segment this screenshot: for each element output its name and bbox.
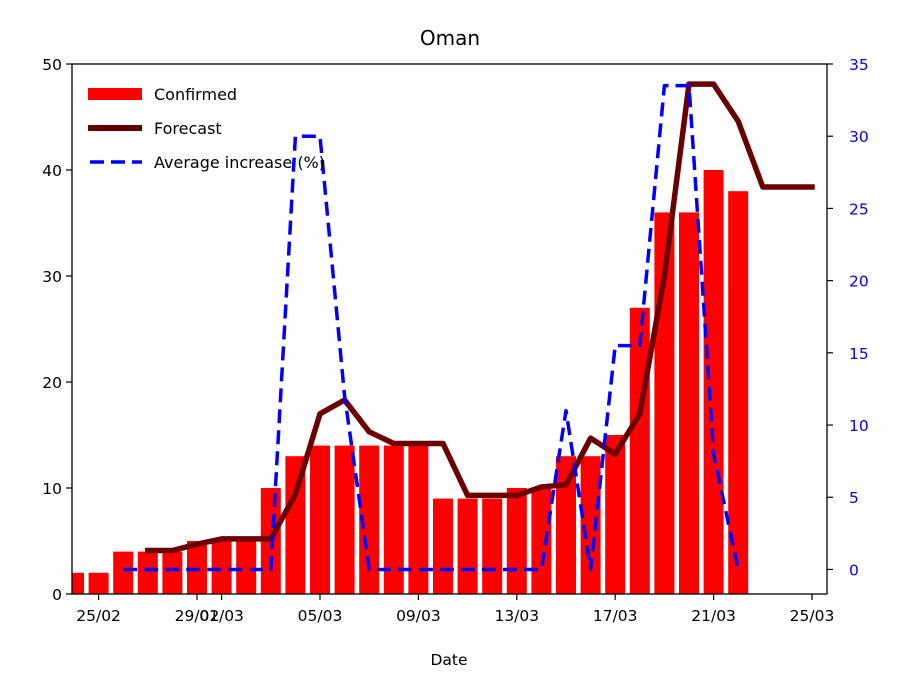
bar xyxy=(703,170,724,594)
bar xyxy=(531,488,552,594)
x-axis-label: Date xyxy=(430,651,467,669)
legend-swatch-confirmed xyxy=(88,88,142,100)
legend-label: Confirmed xyxy=(154,85,237,104)
chart-title: Oman xyxy=(420,26,480,50)
bar xyxy=(285,456,306,594)
bar xyxy=(433,498,453,594)
x-tick-label: 09/03 xyxy=(396,607,441,625)
y2-tick-label: 25 xyxy=(849,200,869,218)
y2-tick-label: 35 xyxy=(849,56,869,74)
line-group xyxy=(123,81,815,572)
bar xyxy=(457,498,478,594)
forecast-line xyxy=(145,81,815,554)
y-tick-label: 10 xyxy=(42,480,62,498)
x-tick-label: 29/02 xyxy=(175,607,220,625)
bar xyxy=(605,435,626,594)
y2-tick-label: 15 xyxy=(849,345,869,363)
bar xyxy=(359,445,380,594)
y2-tick-label: 10 xyxy=(849,417,869,435)
bar xyxy=(137,551,158,594)
bar xyxy=(383,445,404,594)
x-tick-label: 05/03 xyxy=(298,607,343,625)
x-tick-label: 25/02 xyxy=(76,607,121,625)
average-increase-line xyxy=(123,83,740,572)
bar xyxy=(310,445,330,594)
bar xyxy=(88,572,109,594)
bar xyxy=(728,191,749,594)
bar xyxy=(679,212,699,594)
x-tick-label: 01/03 xyxy=(199,607,244,625)
bar xyxy=(162,551,183,594)
bar xyxy=(556,456,576,594)
y-tick-label: 0 xyxy=(52,586,62,604)
bar-group xyxy=(72,170,749,594)
plot-frame xyxy=(71,63,828,595)
bar xyxy=(629,307,650,594)
legend-label: Forecast xyxy=(154,119,222,138)
y-tick-label: 20 xyxy=(42,374,62,392)
y-tick-label: 50 xyxy=(42,56,62,74)
x-tick-label: 17/03 xyxy=(593,607,638,625)
y2-tick-label: 5 xyxy=(849,489,859,507)
bar xyxy=(334,445,355,594)
bar xyxy=(211,541,232,594)
y-tick-label: 40 xyxy=(42,162,62,180)
bar xyxy=(187,541,207,594)
bar xyxy=(408,445,429,594)
bar xyxy=(482,498,503,594)
legend: Confirmed Forecast Average increase (%) xyxy=(88,85,325,172)
x-tick-label: 21/03 xyxy=(691,607,736,625)
x-tick-label: 13/03 xyxy=(494,607,539,625)
axes-group: 0 10 20 30 40 50 0 5 10 15 20 25 30 35 25/02 29/0201/03… xyxy=(42,56,868,625)
bar xyxy=(113,551,134,594)
bar xyxy=(506,488,527,594)
bar xyxy=(236,541,257,594)
y2-tick-label: 30 xyxy=(849,128,869,146)
y2-tick-label: 20 xyxy=(849,273,869,291)
bar xyxy=(580,456,601,594)
x-tick-label: 25/03 xyxy=(790,607,835,625)
y2-tick-label: 0 xyxy=(849,561,859,579)
bar xyxy=(72,572,84,594)
y-tick-label: 30 xyxy=(42,268,62,286)
legend-label: Average increase (%) xyxy=(154,153,325,172)
